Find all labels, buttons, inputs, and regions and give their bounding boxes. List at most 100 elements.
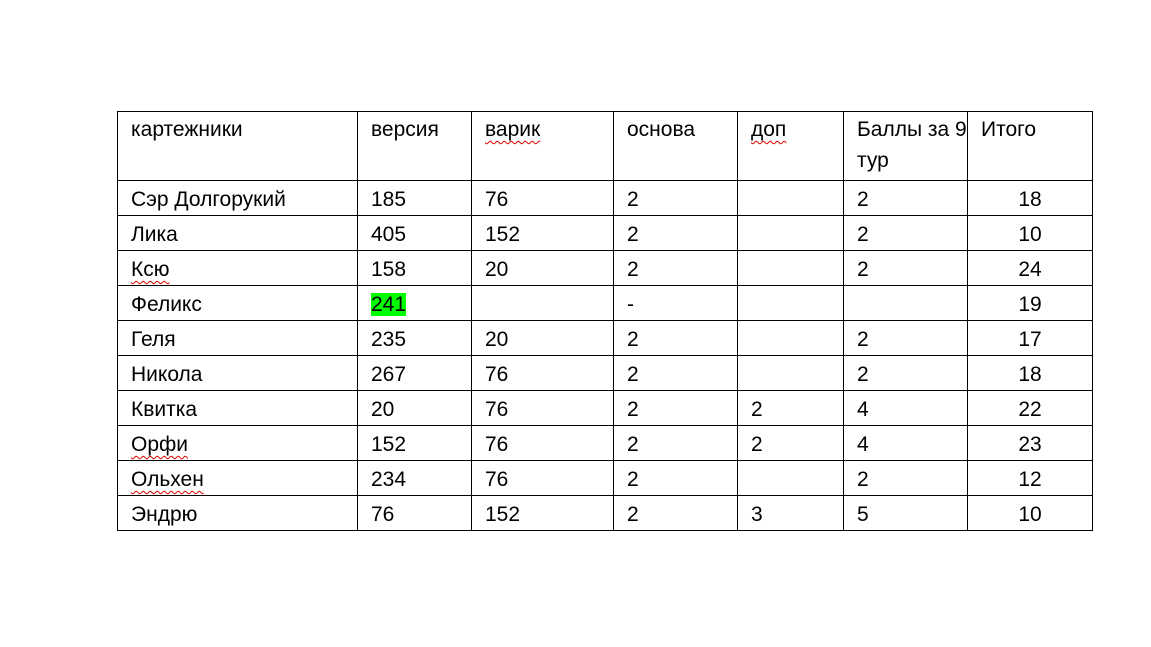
table-cell[interactable]: 185: [357, 180, 472, 216]
table-cell[interactable]: 2: [843, 355, 968, 391]
table-cell[interactable]: 76: [471, 425, 614, 461]
table-cell[interactable]: [737, 250, 844, 286]
table-cell[interactable]: 5: [843, 495, 968, 531]
table-cell[interactable]: 2: [613, 215, 738, 251]
cell-text: 24: [1018, 258, 1042, 281]
table-cell[interactable]: 4: [843, 390, 968, 426]
table-row: Орфи 152 76 2 2 4 23: [117, 425, 1093, 461]
table-cell[interactable]: 76: [471, 180, 614, 216]
header-cell[interactable]: картежники: [117, 111, 358, 181]
table-cell[interactable]: 2: [737, 390, 844, 426]
table-cell[interactable]: 2: [613, 495, 738, 531]
table-cell[interactable]: 10: [967, 495, 1093, 531]
table-cell[interactable]: 3: [737, 495, 844, 531]
table-cell[interactable]: 2: [613, 460, 738, 496]
cell-text: 2: [857, 258, 869, 281]
table-cell[interactable]: Ольхен: [117, 460, 358, 496]
table-cell[interactable]: Геля: [117, 320, 358, 356]
header-cell[interactable]: Итого: [967, 111, 1093, 181]
table-cell[interactable]: [737, 180, 844, 216]
table-cell[interactable]: 241: [357, 285, 472, 321]
table-cell[interactable]: 76: [471, 460, 614, 496]
cell-text: 405: [371, 223, 407, 246]
table-cell[interactable]: 2: [843, 460, 968, 496]
table-cell[interactable]: Ксю: [117, 250, 358, 286]
table-cell[interactable]: 152: [471, 495, 614, 531]
cell-text: 23: [1018, 433, 1042, 456]
table-cell[interactable]: 158: [357, 250, 472, 286]
table-cell[interactable]: -: [613, 285, 738, 321]
table-cell[interactable]: [737, 285, 844, 321]
table-cell[interactable]: Никола: [117, 355, 358, 391]
table-cell[interactable]: 76: [471, 355, 614, 391]
table-cell[interactable]: 2: [613, 320, 738, 356]
table-cell[interactable]: [737, 215, 844, 251]
header-cell[interactable]: версия: [357, 111, 472, 181]
table-cell[interactable]: Орфи: [117, 425, 358, 461]
table-cell[interactable]: 235: [357, 320, 472, 356]
header-cell[interactable]: доп: [737, 111, 844, 181]
table-cell[interactable]: 4: [843, 425, 968, 461]
table-cell[interactable]: 267: [357, 355, 472, 391]
table-row: Сэр Долгорукий 185 76 2 2 18: [117, 180, 1093, 216]
table-cell[interactable]: 19: [967, 285, 1093, 321]
table-cell[interactable]: 405: [357, 215, 472, 251]
table-cell[interactable]: 10: [967, 215, 1093, 251]
table-cell[interactable]: 2: [613, 355, 738, 391]
table-cell[interactable]: 20: [471, 320, 614, 356]
table-cell[interactable]: 20: [471, 250, 614, 286]
header-cell[interactable]: основа: [613, 111, 738, 181]
table-cell[interactable]: 18: [967, 355, 1093, 391]
cell-text: 2: [857, 328, 869, 351]
table-cell[interactable]: 152: [357, 425, 472, 461]
table-cell[interactable]: 2: [843, 250, 968, 286]
cell-text: 241: [371, 293, 407, 316]
table-cell[interactable]: 12: [967, 460, 1093, 496]
table-cell[interactable]: 2: [843, 215, 968, 251]
table-cell[interactable]: [471, 285, 614, 321]
cell-text: 22: [1018, 398, 1042, 421]
cell-text: 2: [751, 398, 763, 421]
cell-text: Ксю: [131, 258, 170, 281]
table-cell[interactable]: 2: [843, 320, 968, 356]
cell-text: 2: [627, 258, 639, 281]
table-cell[interactable]: Феликс: [117, 285, 358, 321]
table-cell[interactable]: 2: [613, 390, 738, 426]
cell-text: 2: [857, 223, 869, 246]
table-cell[interactable]: [737, 355, 844, 391]
table-cell[interactable]: 20: [357, 390, 472, 426]
table-cell[interactable]: 2: [737, 425, 844, 461]
cell-text: 17: [1018, 328, 1042, 351]
table-cell[interactable]: Лика: [117, 215, 358, 251]
table-cell[interactable]: Эндрю: [117, 495, 358, 531]
table-cell[interactable]: 22: [967, 390, 1093, 426]
cell-text: 76: [485, 188, 509, 211]
header-row: картежники версия варик основа доп Баллы за 9…: [117, 111, 1093, 181]
cell-text: 2: [857, 363, 869, 386]
cell-text: 20: [371, 398, 395, 421]
table-cell[interactable]: 234: [357, 460, 472, 496]
table-cell[interactable]: 17: [967, 320, 1093, 356]
table-cell[interactable]: Сэр Долгорукий: [117, 180, 358, 216]
table-cell[interactable]: 76: [471, 390, 614, 426]
table-cell[interactable]: 152: [471, 215, 614, 251]
table-cell[interactable]: 23: [967, 425, 1093, 461]
table-cell[interactable]: 2: [843, 180, 968, 216]
cell-text: Сэр Долгорукий: [131, 188, 286, 211]
cell-text: 2: [627, 363, 639, 386]
table-cell[interactable]: 76: [357, 495, 472, 531]
table-cell[interactable]: 2: [613, 425, 738, 461]
table-cell[interactable]: 24: [967, 250, 1093, 286]
cell-text: Геля: [131, 328, 176, 351]
table-cell[interactable]: Квитка: [117, 390, 358, 426]
cell-text: 5: [857, 503, 869, 526]
table-cell[interactable]: [737, 320, 844, 356]
header-cell[interactable]: варик: [471, 111, 614, 181]
table-cell[interactable]: 2: [613, 180, 738, 216]
cell-text: 185: [371, 188, 407, 211]
table-cell[interactable]: [843, 285, 968, 321]
header-cell[interactable]: Баллы за 9 тур: [843, 111, 968, 181]
table-cell[interactable]: 2: [613, 250, 738, 286]
table-cell[interactable]: 18: [967, 180, 1093, 216]
table-cell[interactable]: [737, 460, 844, 496]
